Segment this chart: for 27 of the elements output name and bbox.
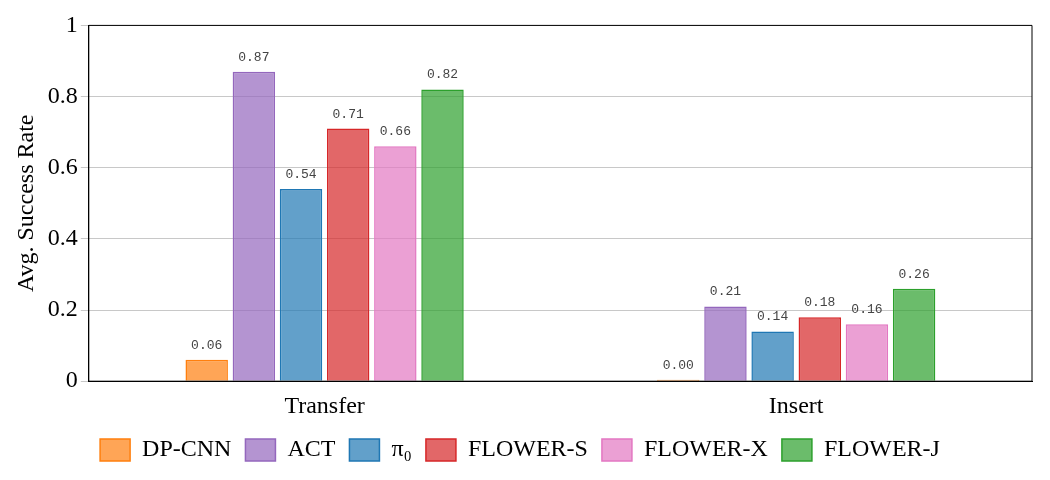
data-label: 0.54: [285, 167, 317, 183]
data-label: 0.14: [757, 309, 789, 325]
data-label: 0.26: [898, 266, 930, 282]
legend-label: FLOWER-X: [643, 435, 768, 462]
legend-label: DP-CNN: [142, 435, 232, 462]
y-tick-label: 0.8: [47, 81, 78, 108]
x-tick-label: Insert: [768, 391, 824, 418]
data-label: 0.87: [238, 49, 270, 65]
data-label: 0.66: [379, 124, 411, 140]
legend-label: FLOWER-S: [467, 435, 588, 462]
legend-label: π₀: [391, 435, 412, 462]
data-label: 0.82: [426, 67, 459, 83]
data-label: 0.00: [662, 357, 694, 373]
y-tick-label: 0.6: [47, 153, 78, 180]
y-axis-title: Avg. Success Rate: [11, 114, 38, 293]
data-label: 0.18: [804, 295, 836, 311]
x-tick-label: Transfer: [284, 391, 365, 418]
y-tick-label: 0: [65, 366, 78, 393]
data-label: 0.16: [851, 302, 883, 318]
y-tick-label: 0.2: [47, 295, 78, 322]
y-tick-label: 1: [65, 10, 78, 37]
data-label: 0.71: [332, 106, 364, 122]
y-tick-label: 0.4: [47, 224, 78, 251]
data-label: 0.06: [191, 337, 223, 353]
legend-label: FLOWER-J: [823, 435, 940, 462]
data-label: 0.21: [709, 284, 742, 300]
legend-label: ACT: [287, 435, 336, 462]
